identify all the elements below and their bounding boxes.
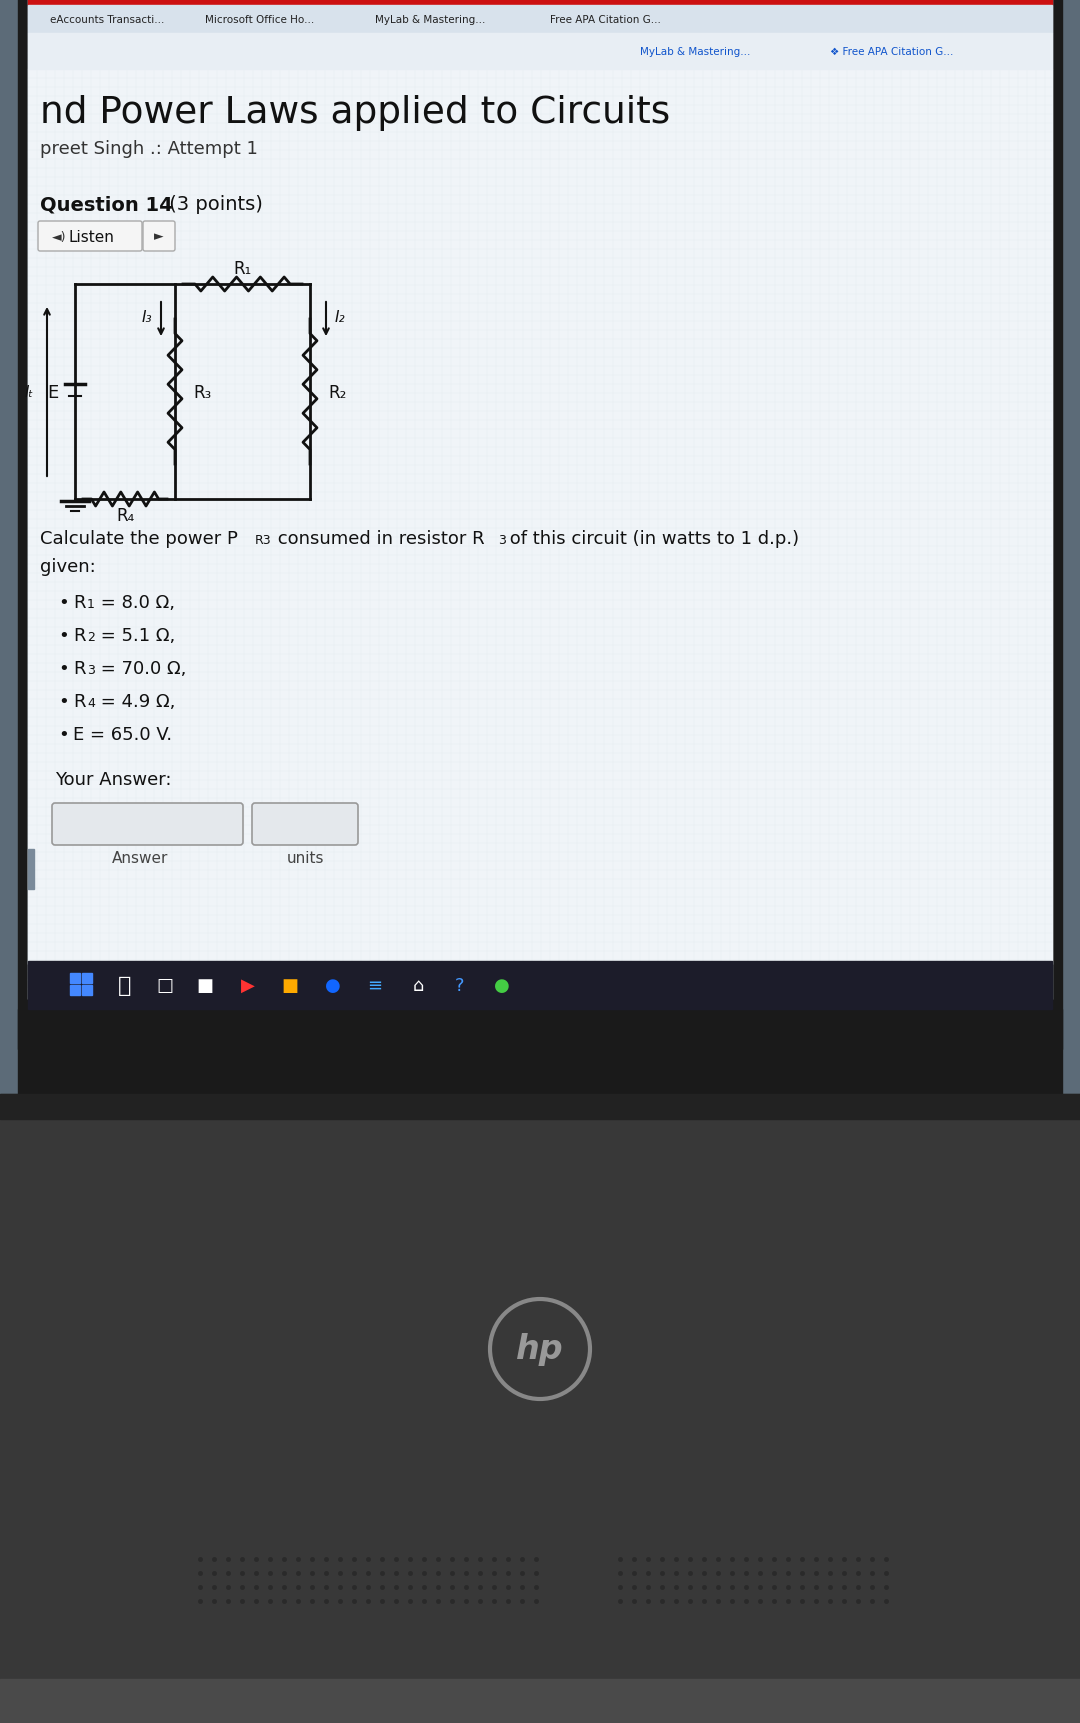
Text: = 70.0 Ω,: = 70.0 Ω, <box>95 660 187 677</box>
Bar <box>28 0 1052 999</box>
Text: 3: 3 <box>87 663 95 677</box>
Text: •: • <box>58 627 69 644</box>
Text: ⌂: ⌂ <box>413 977 423 994</box>
Text: ●: ● <box>325 977 341 994</box>
Text: = 4.9 Ω,: = 4.9 Ω, <box>95 693 175 710</box>
Text: 4: 4 <box>87 696 95 710</box>
Text: □: □ <box>157 977 174 994</box>
Text: I₃: I₃ <box>141 310 152 324</box>
Bar <box>70 986 80 996</box>
Text: Question 14: Question 14 <box>40 195 173 214</box>
Text: •: • <box>58 693 69 710</box>
Text: R: R <box>73 693 85 710</box>
Bar <box>28 849 33 889</box>
Text: ⌕: ⌕ <box>119 975 132 996</box>
FancyBboxPatch shape <box>252 803 357 846</box>
Bar <box>82 986 92 996</box>
Text: Listen: Listen <box>68 229 113 245</box>
Text: R₃: R₃ <box>193 383 212 401</box>
Text: R: R <box>73 660 85 677</box>
Text: ■: ■ <box>282 977 298 994</box>
Text: nd Power Laws applied to Circuits: nd Power Laws applied to Circuits <box>40 95 671 131</box>
Bar <box>0 1678 1080 1723</box>
Text: (3 points): (3 points) <box>163 195 262 214</box>
Text: Answer: Answer <box>112 851 168 865</box>
FancyBboxPatch shape <box>38 222 141 252</box>
Text: E = 65.0 V.: E = 65.0 V. <box>73 725 172 744</box>
Text: Calculate the power P: Calculate the power P <box>40 529 238 548</box>
Text: Iₜ: Iₜ <box>25 384 33 400</box>
Text: I₂: I₂ <box>335 310 346 324</box>
Text: 1: 1 <box>87 598 95 610</box>
Text: = 5.1 Ω,: = 5.1 Ω, <box>95 627 175 644</box>
Text: R₂: R₂ <box>328 383 347 401</box>
Text: R: R <box>73 594 85 612</box>
Text: = 8.0 Ω,: = 8.0 Ω, <box>95 594 175 612</box>
Text: ◄): ◄) <box>52 231 67 243</box>
Text: units: units <box>286 851 324 865</box>
Text: consumed in resistor R: consumed in resistor R <box>272 529 485 548</box>
Bar <box>28 5 1052 34</box>
Text: 2: 2 <box>87 631 95 644</box>
Text: R₄: R₄ <box>116 507 134 526</box>
Text: E: E <box>48 383 58 401</box>
Text: ▶: ▶ <box>241 977 255 994</box>
Text: •: • <box>58 725 69 744</box>
Text: •: • <box>58 594 69 612</box>
Text: preet Singh .: Attempt 1: preet Singh .: Attempt 1 <box>40 140 258 159</box>
Bar <box>28 961 1052 1010</box>
Text: Your Answer:: Your Answer: <box>55 770 172 789</box>
Bar <box>18 1010 1062 1094</box>
Text: ●: ● <box>495 977 510 994</box>
Text: MyLab & Mastering...: MyLab & Mastering... <box>640 47 751 57</box>
Text: Free APA Citation G...: Free APA Citation G... <box>550 16 661 26</box>
Text: ►: ► <box>154 231 164 243</box>
Bar <box>70 973 80 984</box>
FancyBboxPatch shape <box>143 222 175 252</box>
Bar <box>82 973 92 984</box>
Text: MyLab & Mastering...: MyLab & Mastering... <box>375 16 485 26</box>
Text: R₁: R₁ <box>233 260 252 277</box>
Text: ?: ? <box>456 977 464 994</box>
Text: of this circuit (in watts to 1 d.p.): of this circuit (in watts to 1 d.p.) <box>504 529 799 548</box>
Text: R: R <box>73 627 85 644</box>
Text: 3: 3 <box>498 534 505 546</box>
Text: eAccounts Transacti...: eAccounts Transacti... <box>50 16 164 26</box>
Bar <box>28 34 1052 71</box>
Text: given:: given: <box>40 558 96 575</box>
Bar <box>28 71 1052 965</box>
Text: hp: hp <box>516 1332 564 1366</box>
Text: •: • <box>58 660 69 677</box>
Text: ≡: ≡ <box>367 977 382 994</box>
Text: Microsoft Office Ho...: Microsoft Office Ho... <box>205 16 314 26</box>
Bar <box>18 0 1062 1049</box>
Bar <box>28 0 1052 5</box>
Text: ■: ■ <box>197 977 214 994</box>
Bar <box>0 1094 1080 1723</box>
FancyBboxPatch shape <box>52 803 243 846</box>
Text: R3: R3 <box>255 534 272 546</box>
Text: ❖ Free APA Citation G...: ❖ Free APA Citation G... <box>831 47 954 57</box>
Bar <box>0 1094 1080 1120</box>
